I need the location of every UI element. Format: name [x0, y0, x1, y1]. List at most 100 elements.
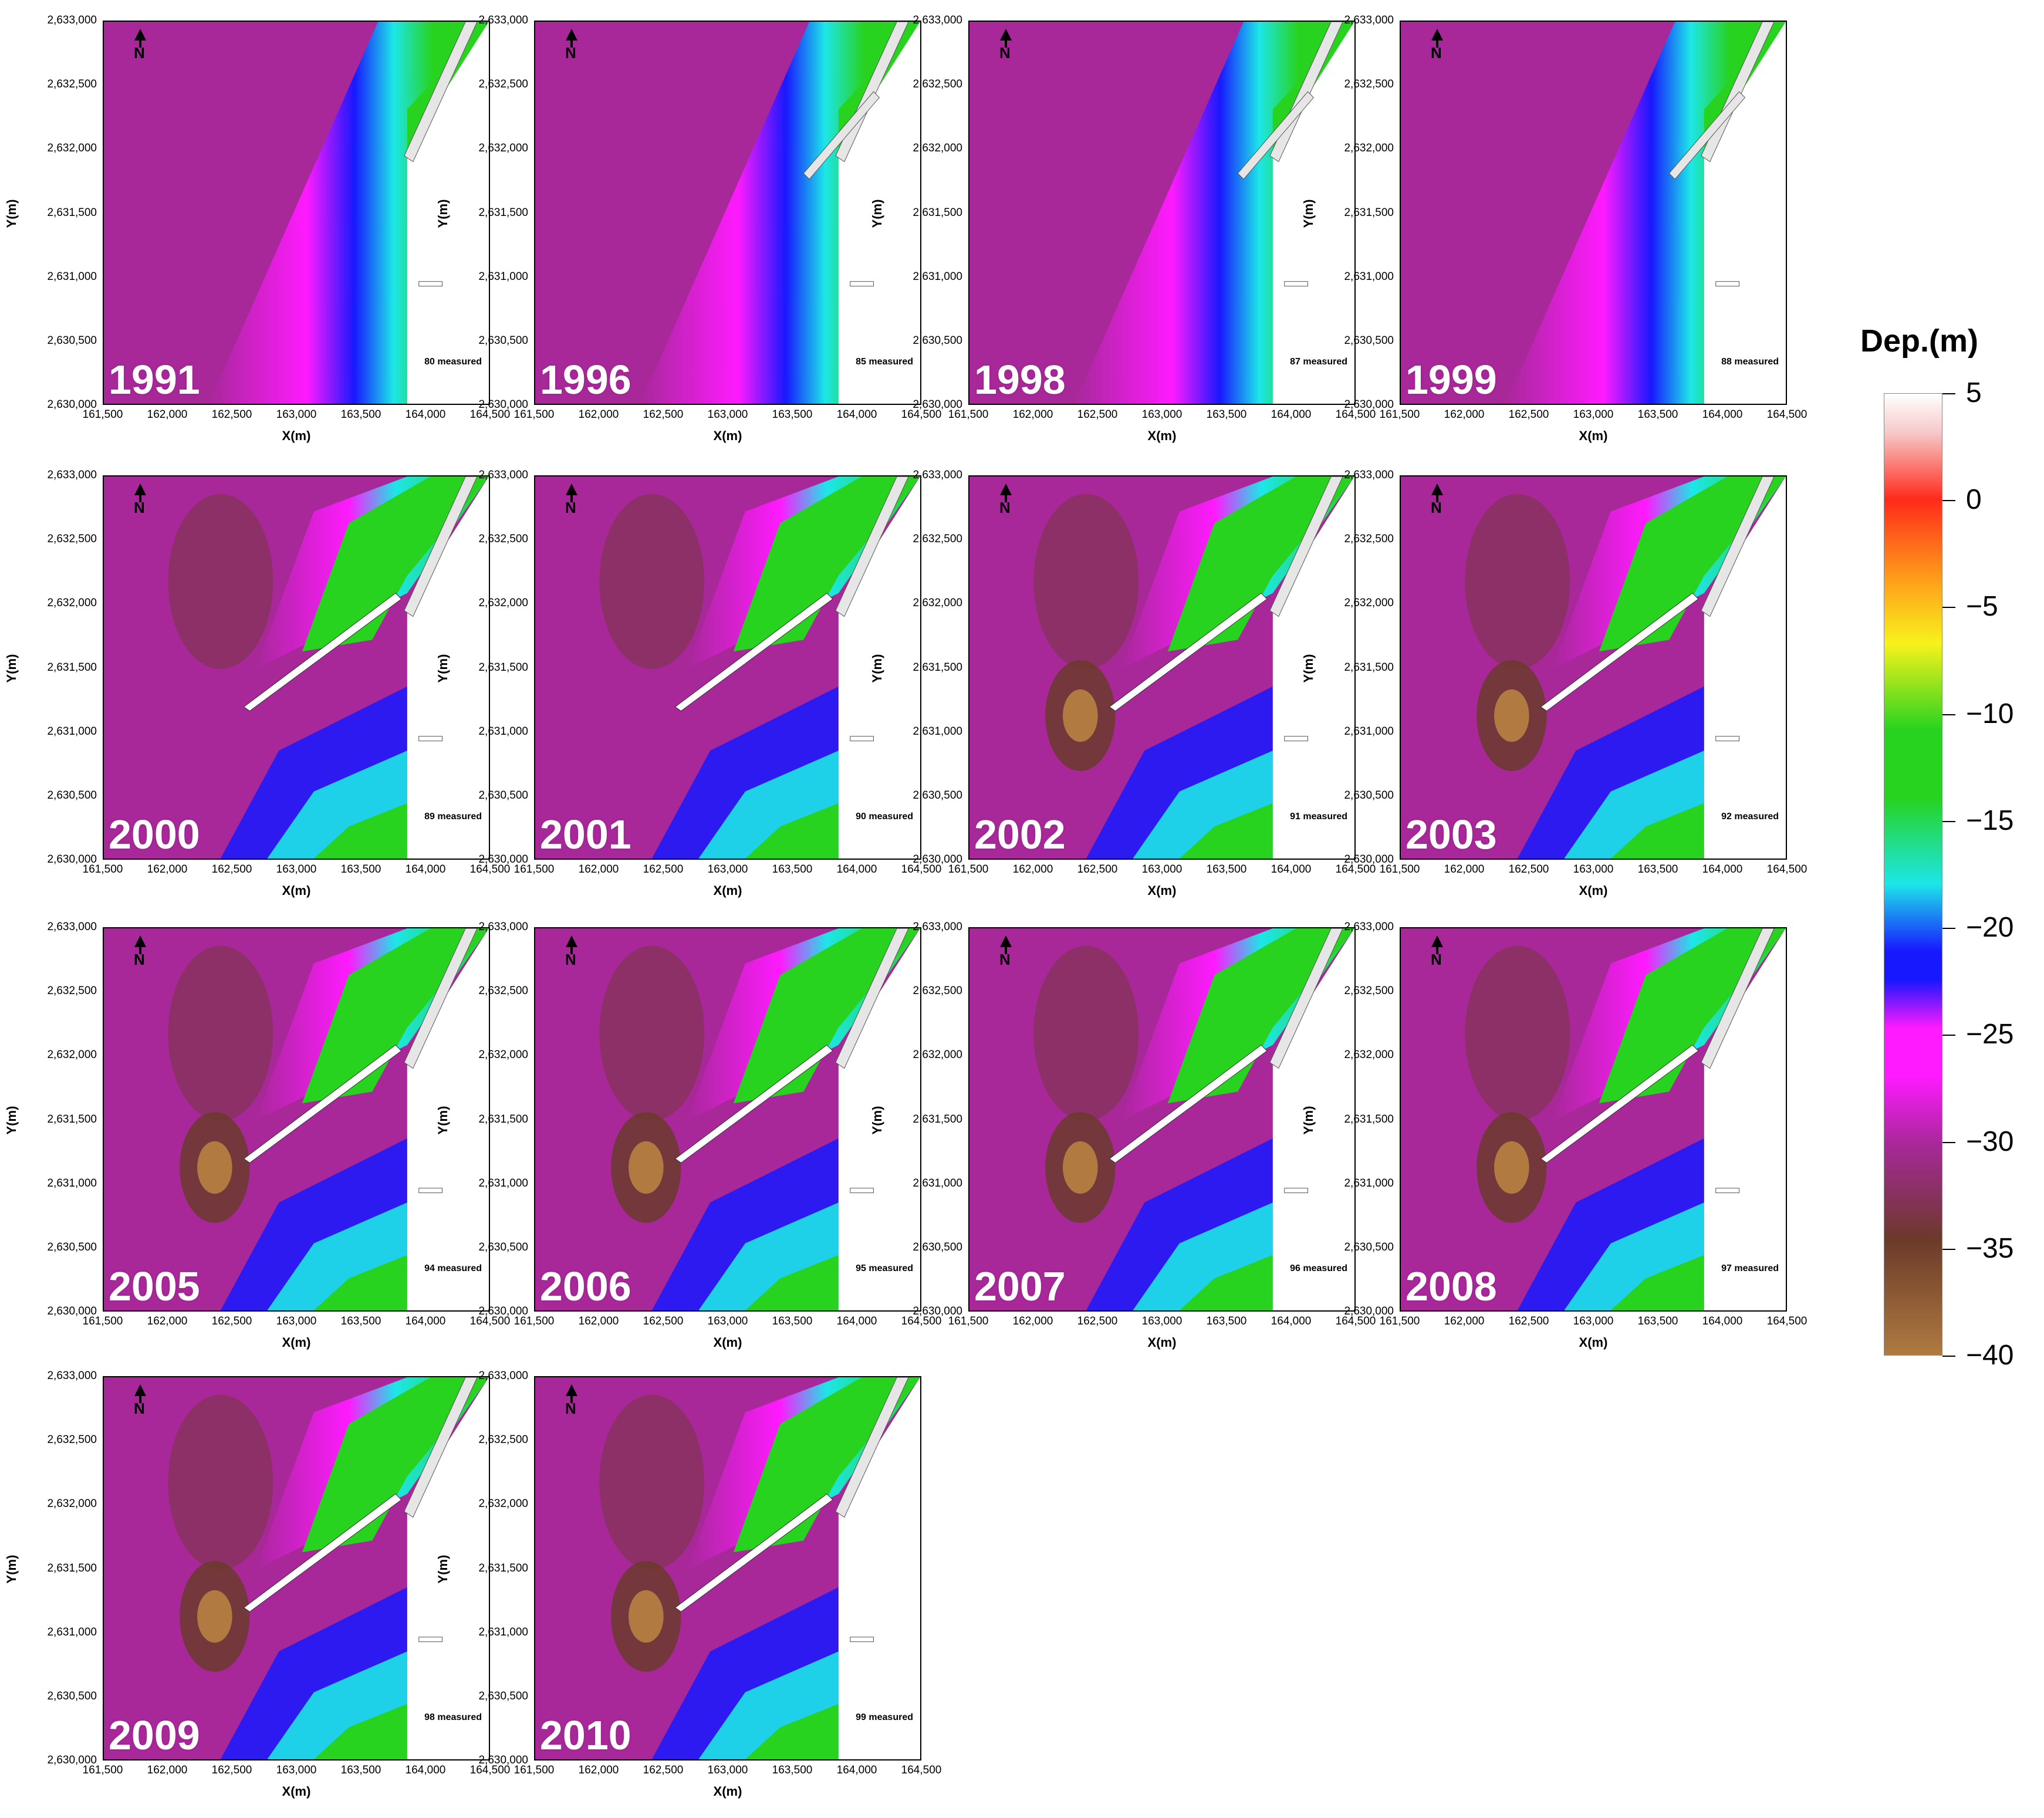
- y-tick-label: 2,632,500: [913, 533, 962, 546]
- north-label: N: [134, 951, 145, 968]
- y-tick-label: 2,631,500: [47, 1562, 97, 1574]
- measured-count: 94 measured: [424, 1263, 482, 1273]
- north-arrow-icon: N: [994, 28, 1018, 63]
- y-tick-label: 2,633,000: [913, 469, 962, 481]
- x-tick-label: 161,500: [82, 863, 123, 876]
- north-arrow-icon: N: [129, 482, 152, 518]
- legend-tick: [1942, 1248, 1955, 1250]
- y-tick-label: 2,633,000: [478, 1370, 528, 1382]
- y-tick-label: 2,633,000: [1344, 14, 1394, 26]
- y-tick-label: 2,630,000: [47, 1754, 97, 1766]
- y-tick-label: 2,630,500: [47, 1241, 97, 1253]
- x-tick-label: 162,500: [1077, 408, 1118, 421]
- north-label: N: [134, 1400, 145, 1417]
- y-tick-label: 2,632,000: [47, 1049, 97, 1062]
- x-tick-label: 163,000: [707, 1764, 748, 1776]
- y-tick-label: 2,632,500: [1344, 78, 1394, 91]
- x-tick-label: 164,000: [405, 863, 446, 876]
- legend-tick: [1942, 928, 1955, 930]
- y-tick-label: 2,630,000: [1344, 853, 1394, 866]
- y-tick-label: 2,632,500: [478, 533, 528, 546]
- north-arrow-icon: N: [994, 482, 1018, 518]
- y-axis-label: Y(m): [4, 199, 19, 228]
- x-tick-label: 163,000: [1141, 1315, 1183, 1327]
- x-tick-label: 162,500: [1077, 863, 1118, 876]
- y-tick-label: 2,632,500: [913, 78, 962, 91]
- y-tick-label: 2,630,000: [47, 853, 97, 866]
- year-label: 2006: [540, 1263, 631, 1309]
- x-tick-label: 164,500: [901, 1764, 942, 1776]
- x-tick-label: 162,000: [578, 1315, 619, 1327]
- y-tick-label: 2,631,500: [1344, 206, 1394, 219]
- x-tick-label: 164,000: [1702, 408, 1743, 421]
- bathymetry-map: N 1999 88 measured: [1400, 21, 1787, 405]
- legend-tick: [1942, 1141, 1955, 1143]
- x-tick-label: 164,500: [1766, 408, 1807, 421]
- y-axis-label: Y(m): [435, 1555, 450, 1583]
- x-tick-label: 162,000: [1012, 1315, 1053, 1327]
- year-label: 2010: [540, 1712, 631, 1758]
- x-tick-label: 163,000: [1573, 408, 1614, 421]
- y-tick-label: 2,630,000: [913, 398, 962, 411]
- y-tick-label: 2,633,000: [47, 921, 97, 933]
- x-tick-label: 164,500: [469, 1315, 511, 1327]
- x-tick-label: 162,500: [643, 1764, 684, 1776]
- y-tick-label: 2,631,500: [478, 1113, 528, 1126]
- x-axis-label: X(m): [1579, 1335, 1608, 1350]
- y-tick-label: 2,633,000: [47, 1370, 97, 1382]
- x-tick-label: 162,000: [578, 408, 619, 421]
- y-tick-label: 2,632,000: [47, 1498, 97, 1511]
- x-tick-label: 164,500: [469, 408, 511, 421]
- y-tick-label: 2,632,000: [478, 1498, 528, 1511]
- legend-tick-label: −15: [1966, 805, 2014, 836]
- y-tick-label: 2,631,000: [47, 725, 97, 738]
- y-tick-label: 2,630,500: [1344, 1241, 1394, 1253]
- x-axis-label: X(m): [1147, 1335, 1177, 1350]
- y-tick-label: 2,630,500: [47, 334, 97, 347]
- y-tick-label: 2,632,500: [478, 1434, 528, 1447]
- x-tick-label: 162,000: [1012, 863, 1053, 876]
- bathymetry-map: N 1991 80 measured: [103, 21, 490, 405]
- x-tick-label: 161,500: [1379, 1315, 1420, 1327]
- north-arrow-icon: N: [1425, 934, 1449, 969]
- x-tick-label: 162,500: [211, 863, 252, 876]
- x-tick-label: 163,000: [276, 1764, 317, 1776]
- measured-count: 92 measured: [1721, 812, 1779, 822]
- north-arrow-icon: N: [560, 482, 583, 518]
- y-tick-label: 2,630,500: [1344, 334, 1394, 347]
- y-tick-label: 2,632,000: [1344, 142, 1394, 155]
- y-tick-label: 2,630,500: [47, 789, 97, 802]
- x-axis-label: X(m): [1579, 428, 1608, 443]
- y-tick-label: 2,631,000: [913, 270, 962, 283]
- x-tick-label: 164,500: [1766, 863, 1807, 876]
- north-label: N: [999, 499, 1011, 516]
- year-label: 1998: [974, 357, 1066, 403]
- x-tick-label: 164,500: [1335, 408, 1376, 421]
- x-tick-label: 164,000: [1702, 863, 1743, 876]
- x-tick-label: 163,500: [340, 408, 381, 421]
- y-tick-label: 2,632,000: [913, 597, 962, 610]
- y-axis-label: Y(m): [435, 1106, 450, 1134]
- y-tick-label: 2,630,500: [478, 1241, 528, 1253]
- bathymetry-map: N 2009 98 measured: [103, 1376, 490, 1760]
- y-axis-label: Y(m): [1301, 654, 1316, 682]
- north-arrow-icon: N: [560, 1383, 583, 1418]
- y-tick-label: 2,632,000: [913, 1049, 962, 1062]
- x-axis-label: X(m): [713, 883, 742, 898]
- y-tick-label: 2,633,000: [47, 14, 97, 26]
- x-tick-label: 163,000: [707, 863, 748, 876]
- y-tick-label: 2,632,500: [478, 78, 528, 91]
- y-tick-label: 2,632,500: [47, 533, 97, 546]
- legend-tick-label: −20: [1966, 912, 2014, 944]
- x-tick-label: 163,500: [1637, 408, 1678, 421]
- x-tick-label: 163,000: [276, 863, 317, 876]
- y-axis-label: Y(m): [1301, 1106, 1316, 1134]
- x-tick-label: 163,000: [1573, 863, 1614, 876]
- y-axis-label: Y(m): [870, 199, 884, 228]
- legend-tick: [1942, 820, 1955, 822]
- x-tick-label: 162,500: [643, 408, 684, 421]
- y-tick-label: 2,632,000: [478, 142, 528, 155]
- measured-count: 96 measured: [1290, 1263, 1347, 1273]
- y-tick-label: 2,633,000: [1344, 469, 1394, 481]
- measured-count: 91 measured: [1290, 812, 1347, 822]
